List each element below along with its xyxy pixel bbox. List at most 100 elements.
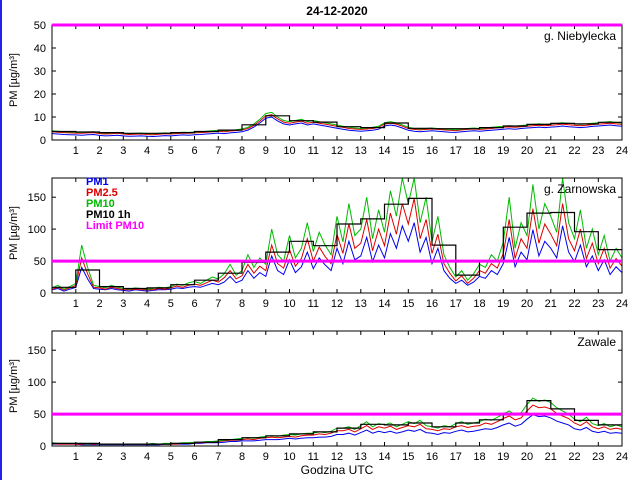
station-label-zawale: Zawale [577, 335, 616, 349]
legend-item-pm2-5: PM2.5 [86, 187, 118, 199]
svg-text:6: 6 [191, 298, 197, 310]
svg-text:5: 5 [168, 145, 174, 157]
svg-text:13: 13 [355, 298, 367, 310]
svg-text:12: 12 [331, 451, 343, 463]
svg-text:6: 6 [191, 451, 197, 463]
svg-text:24: 24 [616, 298, 628, 310]
svg-text:21: 21 [545, 145, 557, 157]
svg-text:2: 2 [96, 451, 102, 463]
legend-item-limit-pm10: Limit PM10 [86, 220, 145, 232]
svg-text:12: 12 [331, 298, 343, 310]
x-axis-label: Godzina UTC [300, 463, 374, 477]
svg-text:24: 24 [616, 145, 628, 157]
svg-text:9: 9 [263, 298, 269, 310]
station-label-zarnowska: g. Zarnowska [543, 182, 616, 196]
svg-text:4: 4 [144, 451, 150, 463]
svg-text:9: 9 [263, 145, 269, 157]
svg-text:10: 10 [283, 298, 295, 310]
svg-text:23: 23 [592, 451, 604, 463]
svg-text:20: 20 [521, 145, 533, 157]
svg-text:23: 23 [592, 145, 604, 157]
station-label-niebylecka: g. Niebylecka [543, 29, 616, 43]
svg-text:21: 21 [545, 451, 557, 463]
svg-text:50: 50 [34, 409, 46, 421]
svg-text:11: 11 [308, 451, 319, 463]
svg-text:11: 11 [308, 145, 319, 157]
panel-niebylecka-plot: 1 2 3 4 5 6 7 8 9 10 11 12 13 14 15 16 17 18 19 20 21 22 23 240… [34, 20, 628, 157]
svg-text:17: 17 [450, 451, 462, 463]
svg-text:18: 18 [473, 145, 485, 157]
chart-title: 24-12-2020 [306, 4, 368, 18]
svg-text:8: 8 [239, 145, 245, 157]
svg-text:30: 30 [34, 66, 46, 78]
svg-text:16: 16 [426, 145, 438, 157]
svg-text:22: 22 [568, 145, 580, 157]
svg-text:4: 4 [144, 298, 150, 310]
svg-text:13: 13 [355, 451, 367, 463]
svg-text:1: 1 [73, 451, 79, 463]
svg-text:10: 10 [283, 451, 295, 463]
svg-text:7: 7 [215, 145, 221, 157]
svg-text:0: 0 [40, 288, 46, 300]
svg-text:150: 150 [28, 345, 46, 357]
svg-text:19: 19 [497, 298, 509, 310]
svg-text:17: 17 [450, 298, 462, 310]
legend-item-pm10: PM10 [86, 198, 115, 210]
svg-text:4: 4 [144, 145, 150, 157]
svg-text:22: 22 [568, 451, 580, 463]
svg-text:14: 14 [378, 145, 390, 157]
svg-text:21: 21 [545, 298, 557, 310]
svg-text:0: 0 [40, 441, 46, 453]
svg-text:18: 18 [473, 451, 485, 463]
svg-text:2: 2 [96, 298, 102, 310]
svg-text:13: 13 [355, 145, 367, 157]
svg-text:14: 14 [378, 451, 390, 463]
svg-text:20: 20 [521, 451, 533, 463]
svg-text:19: 19 [497, 451, 509, 463]
svg-text:2: 2 [96, 145, 102, 157]
svg-text:15: 15 [402, 145, 414, 157]
svg-text:1: 1 [73, 145, 79, 157]
panel-zawale-plot: 1 2 3 4 5 6 7 8 9 10 11 12 13 14 15 16 17 18 19 20 21 22 23 240… [28, 330, 628, 463]
svg-text:6: 6 [191, 145, 197, 157]
svg-text:0: 0 [40, 135, 46, 147]
svg-text:16: 16 [426, 451, 438, 463]
panel-zarnowska-plot: 1 2 3 4 5 6 7 8 9 10 11 12 13 14 15 16 17 18 19 20 21 22 23 240… [28, 177, 628, 310]
svg-text:3: 3 [120, 145, 126, 157]
svg-text:3: 3 [120, 298, 126, 310]
svg-text:9: 9 [263, 451, 269, 463]
window-edge [0, 0, 2, 480]
svg-text:50: 50 [34, 256, 46, 268]
svg-text:5: 5 [168, 298, 174, 310]
svg-text:19: 19 [497, 145, 509, 157]
svg-text:1: 1 [73, 298, 79, 310]
legend: PM1 PM2.5 PM10 PM10 1h Limit PM10 [86, 177, 144, 232]
svg-text:50: 50 [34, 20, 46, 32]
svg-text:23: 23 [592, 298, 604, 310]
svg-text:150: 150 [28, 192, 46, 204]
svg-text:5: 5 [168, 451, 174, 463]
svg-text:8: 8 [239, 298, 245, 310]
svg-text:100: 100 [28, 377, 46, 389]
svg-text:10: 10 [283, 145, 295, 157]
svg-text:10: 10 [34, 112, 46, 124]
svg-text:18: 18 [473, 298, 485, 310]
svg-text:8: 8 [239, 451, 245, 463]
svg-text:15: 15 [402, 298, 414, 310]
svg-text:16: 16 [426, 298, 438, 310]
svg-text:100: 100 [28, 224, 46, 236]
svg-text:15: 15 [402, 451, 414, 463]
svg-text:3: 3 [120, 451, 126, 463]
svg-text:11: 11 [308, 298, 319, 310]
svg-text:14: 14 [378, 298, 390, 310]
svg-text:24: 24 [616, 451, 628, 463]
svg-text:17: 17 [450, 145, 462, 157]
svg-text:20: 20 [521, 298, 533, 310]
svg-text:20: 20 [34, 89, 46, 101]
svg-text:7: 7 [215, 451, 221, 463]
svg-text:40: 40 [34, 43, 46, 55]
svg-text:7: 7 [215, 298, 221, 310]
legend-item-pm1: PM1 [86, 176, 109, 188]
legend-item-pm10-1h: PM10 1h [86, 209, 131, 221]
